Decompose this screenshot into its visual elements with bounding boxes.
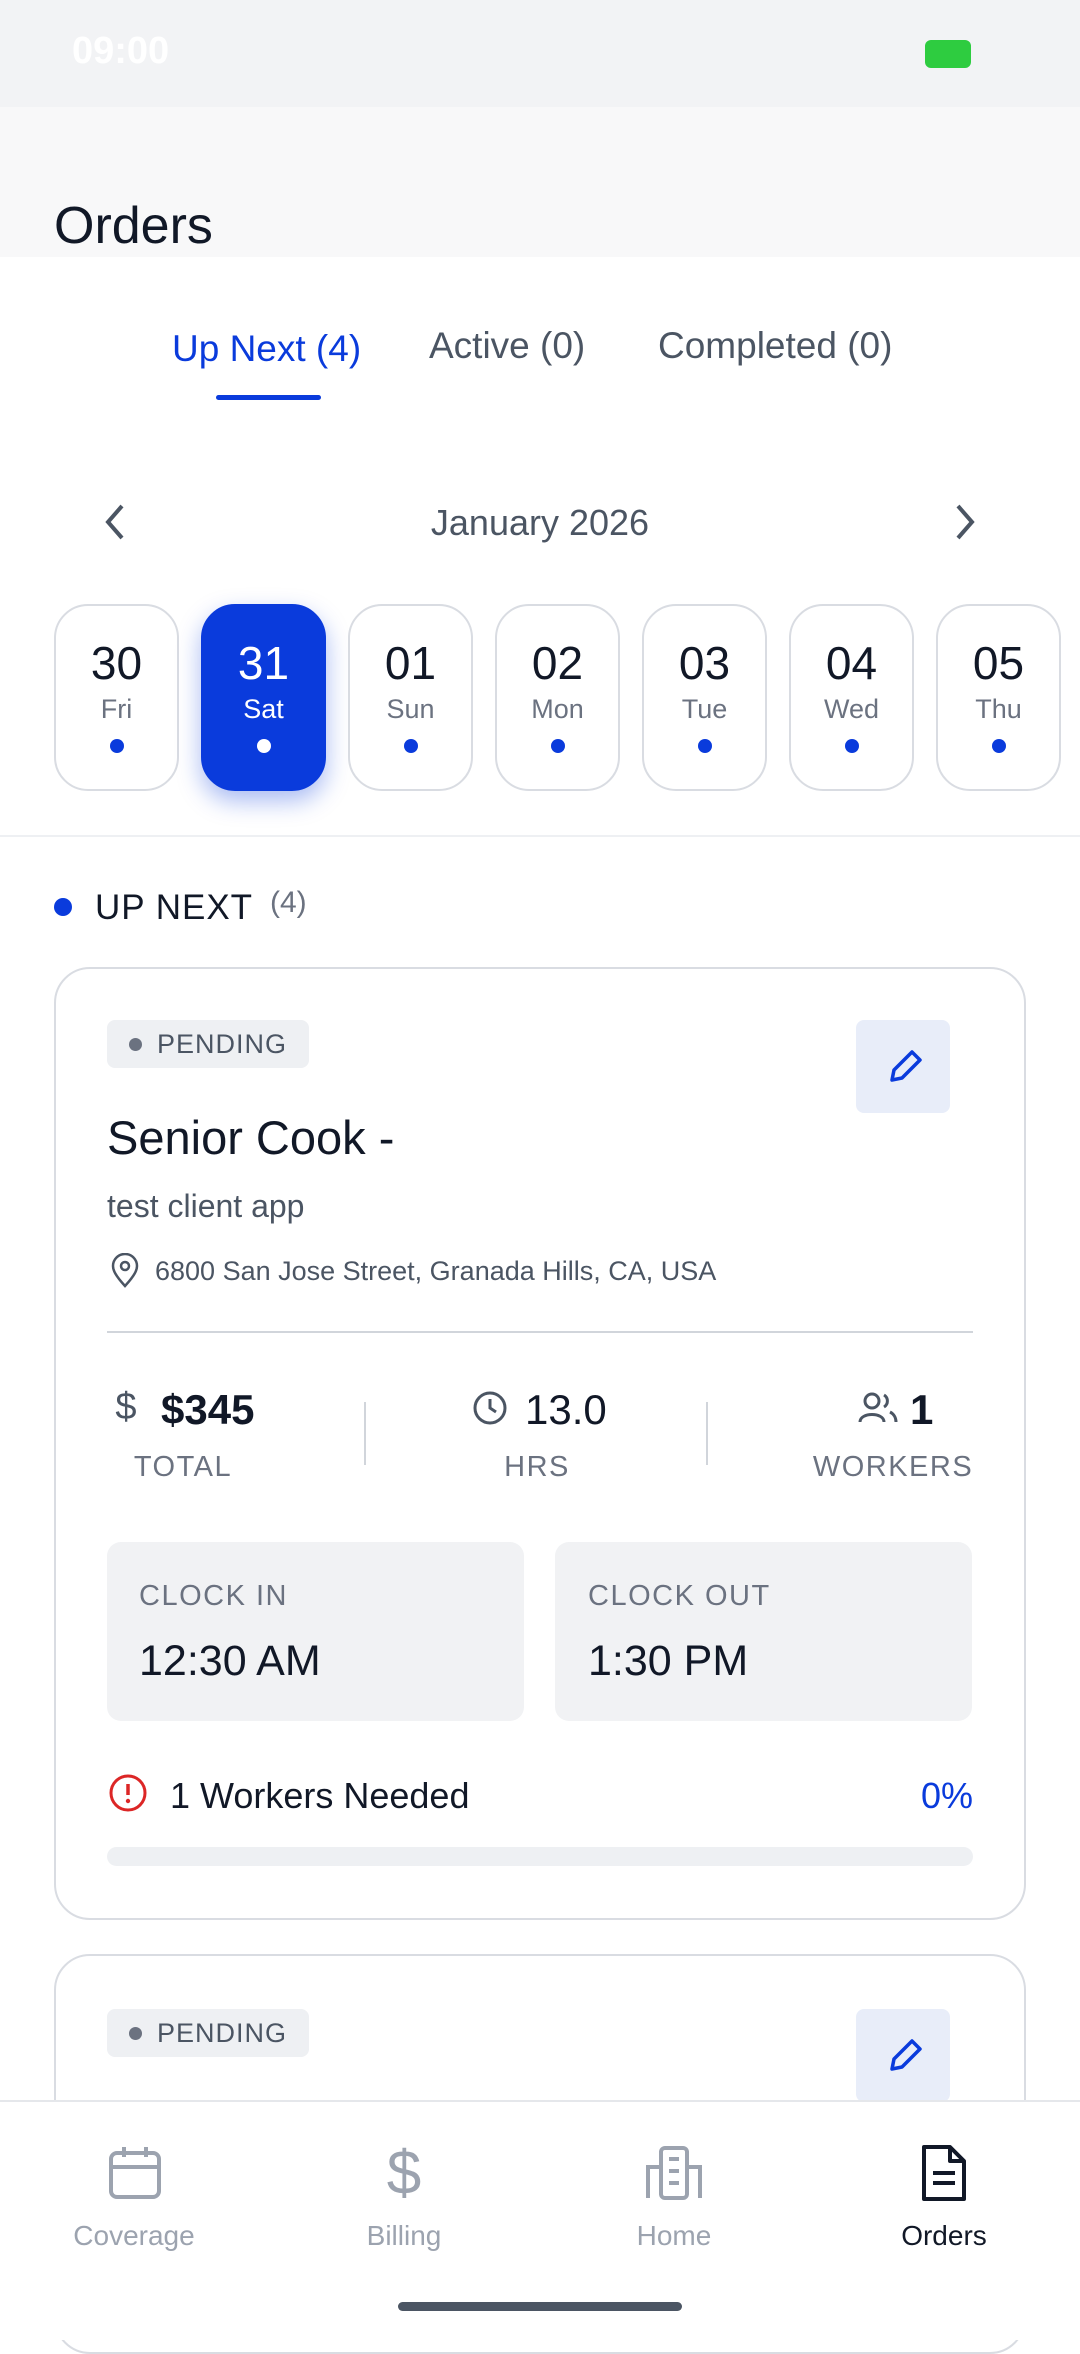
- home-icon: [646, 2146, 702, 2200]
- section-count: (4): [270, 886, 307, 919]
- nav-item[interactable]: Coverage: [73, 2220, 195, 2251]
- day-weekday: Sun: [386, 694, 435, 724]
- status-badge: PENDING: [107, 2009, 310, 2057]
- clock-in-time: 12:30 AM: [139, 1637, 321, 1685]
- svg-text:$: $: [387, 2140, 421, 2204]
- day-dot: [991, 739, 1006, 753]
- section-title: UP NEXT: [95, 888, 254, 927]
- day-dot: [844, 739, 859, 753]
- section-dot: [54, 898, 72, 916]
- progress-bar: [107, 1847, 973, 1866]
- alert-icon: [109, 1774, 147, 1812]
- status-time: 09:00: [72, 30, 170, 72]
- day-pill[interactable]: 03 Tue: [642, 604, 767, 791]
- tab[interactable]: Completed (0): [658, 325, 893, 366]
- day-weekday: Sat: [243, 694, 284, 724]
- day-date: 02: [531, 637, 584, 689]
- day-pill[interactable]: 04 Wed: [789, 604, 914, 791]
- svg-text:$: $: [115, 1386, 136, 1428]
- separator: [364, 1402, 366, 1465]
- nav-item[interactable]: Orders: [901, 2220, 987, 2251]
- month-label: January 2026: [430, 502, 650, 543]
- home-indicator: [398, 2302, 682, 2311]
- location-icon: [111, 1253, 139, 1288]
- clock-out-label: CLOCK OUT: [588, 1580, 771, 1612]
- day-dot: [403, 739, 418, 753]
- total-label: TOTAL: [133, 1451, 233, 1483]
- edit-button[interactable]: [856, 2009, 950, 2102]
- day-weekday: Thu: [975, 694, 1022, 724]
- day-pill[interactable]: 02 Mon: [495, 604, 620, 791]
- day-date: 01: [384, 637, 437, 689]
- prev-month[interactable]: [100, 502, 130, 542]
- day-date: 30: [90, 637, 143, 689]
- day-date: 05: [972, 637, 1025, 689]
- divider: [0, 835, 1080, 837]
- client-name: test client app: [107, 1188, 305, 1224]
- hours-value: 13.0: [525, 1386, 607, 1433]
- day-weekday: Mon: [531, 694, 584, 724]
- status-bar: [0, 0, 1080, 107]
- order-title: Senior Cook -: [107, 1111, 395, 1164]
- clock-icon: [473, 1391, 507, 1425]
- workers-needed: 1 Workers Needed: [170, 1775, 470, 1816]
- day-pill[interactable]: 05 Thu: [936, 604, 1061, 791]
- header: [0, 107, 1080, 257]
- nav-item[interactable]: Home: [636, 2220, 712, 2251]
- clock-in-box: [107, 1542, 524, 1721]
- clock-out-box: [555, 1542, 972, 1721]
- day-date: 31: [237, 637, 290, 689]
- day-dot: [550, 739, 565, 753]
- next-month[interactable]: [950, 502, 980, 542]
- workers-icon: [858, 1392, 898, 1423]
- order-card[interactable]: [54, 967, 1026, 1920]
- day-pill[interactable]: 01 Sun: [348, 604, 473, 791]
- tab[interactable]: Up Next (4): [172, 328, 362, 369]
- tab[interactable]: Active (0): [429, 325, 586, 366]
- clock-in-label: CLOCK IN: [139, 1580, 288, 1612]
- day-dot: [697, 739, 712, 753]
- separator: [706, 1402, 708, 1465]
- edit-button[interactable]: [856, 1020, 950, 1113]
- hours-label: HRS: [504, 1451, 570, 1483]
- nav-item[interactable]: Billing: [366, 2220, 442, 2251]
- page-title: Orders: [54, 197, 213, 255]
- billing-icon: $: [387, 2140, 421, 2204]
- progress-percent: 0%: [920, 1775, 973, 1816]
- day-date: 04: [825, 637, 878, 689]
- day-pill[interactable]: 30 Fri: [54, 604, 179, 791]
- tab-indicator: [216, 395, 321, 400]
- day-pill[interactable]: 31 Sat: [201, 604, 326, 791]
- workers-value: 1: [910, 1386, 934, 1433]
- day-weekday: Tue: [681, 694, 728, 724]
- orders-icon: [922, 2145, 966, 2201]
- address: 6800 San Jose Street, Granada Hills, CA,…: [155, 1256, 717, 1286]
- workers-label: WORKERS: [812, 1451, 974, 1483]
- day-weekday: Fri: [100, 694, 133, 724]
- day-weekday: Wed: [823, 694, 880, 724]
- coverage-icon: [109, 2147, 161, 2199]
- divider: [107, 1331, 973, 1333]
- day-date: 03: [678, 637, 731, 689]
- total-value: $345: [161, 1386, 255, 1433]
- bottom-nav: [0, 2100, 1080, 2340]
- day-dot: [109, 739, 124, 753]
- dollar-icon: $: [115, 1386, 136, 1428]
- status-badge: PENDING: [107, 1020, 310, 1068]
- clock-out-time: 1:30 PM: [588, 1637, 749, 1685]
- day-dot: [256, 739, 271, 753]
- battery: [925, 40, 971, 68]
